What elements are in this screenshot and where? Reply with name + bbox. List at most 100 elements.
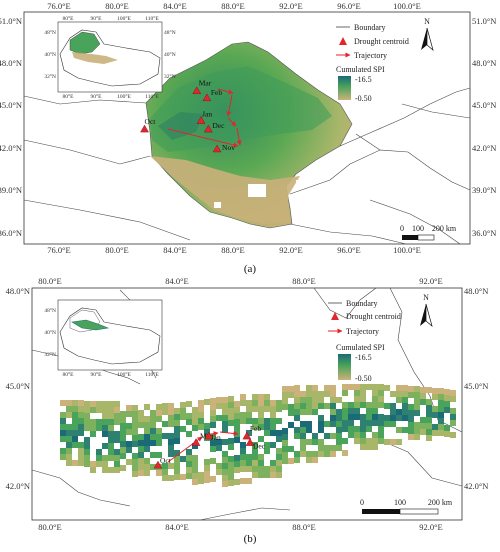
tick-label: 80.0°E <box>105 1 128 11</box>
panel-b-spi-band <box>60 384 456 487</box>
panel-a-nodata-1 <box>248 184 266 197</box>
centroid-label: Mar <box>199 79 212 88</box>
tick-label: 84.0°E <box>165 522 188 532</box>
centroid-label: Oct <box>160 456 172 465</box>
centroid-swatch <box>339 37 347 45</box>
inset-tick: 100°E <box>117 15 131 22</box>
tick-label: 96.0°E <box>337 1 360 11</box>
panel-a-boundaries <box>23 87 471 245</box>
drought-centroid-marker <box>204 124 213 133</box>
tick-label: 76.0°E <box>47 1 70 11</box>
legend-boundary-label: Boundary <box>346 299 378 308</box>
panel-b-right-ticks: 48.0°N 45.0°N 42.0°N <box>464 286 488 491</box>
tick-label: 84.0°E <box>163 1 186 11</box>
drought-centroid-marker <box>196 116 206 124</box>
panel-a-trajectory <box>167 88 242 148</box>
drought-centroid-marker <box>140 124 149 133</box>
inset-tick: 40°N <box>164 51 176 58</box>
tick-label: 92.0°E <box>419 522 442 532</box>
panel-a-scale-bar: 0 100 200 km <box>400 224 457 241</box>
inset-tick: 48°N <box>44 307 56 314</box>
inset-tick: 90°E <box>90 371 102 378</box>
legend-centroid-label: Drought centroid <box>346 312 401 321</box>
tick-label: 45.0°N <box>464 381 488 391</box>
centroid-label: Dec <box>212 121 225 130</box>
tick-label: 51.0°N <box>472 16 496 26</box>
tick-label: 80.0°E <box>105 245 128 255</box>
tick-label: 42.0°N <box>6 481 30 491</box>
inset-tick: 32°N <box>44 73 56 80</box>
panel-a-nodata-3 <box>214 202 221 208</box>
tick-label: 100.0°E <box>393 245 421 255</box>
tick-label: 48.0°N <box>472 58 496 68</box>
centroid-label: Feb <box>211 88 223 97</box>
tick-label: 45.0°N <box>6 381 30 391</box>
panel-b-caption: (b) <box>244 533 257 545</box>
tick-label: 96.0°E <box>337 245 360 255</box>
tick-label: 51.0°N <box>0 16 22 26</box>
tick-label: 45.0°N <box>0 100 22 110</box>
inset-tick: 80°E <box>62 93 74 100</box>
panel-b-top-ticks: 80.0°E 84.0°E 88.0°E 92.0°E <box>38 276 442 286</box>
panel-a-right-ticks: 51.0°N 48.0°N 45.0°N 42.0°N 39.0°N 36.0°… <box>472 16 496 238</box>
tick-label: 80.0°E <box>38 522 61 532</box>
drought-centroid-marker <box>245 438 255 446</box>
colorbar-max-label: -16.5 <box>355 353 372 362</box>
centroid-label: Jan <box>211 433 221 442</box>
inset-tick: 48°N <box>44 29 56 36</box>
north-label: N <box>424 17 430 26</box>
tick-label: 92.0°E <box>279 245 302 255</box>
panel-a-caption: (a) <box>244 263 257 275</box>
centroid-label: Feb <box>250 424 262 433</box>
inset-tick: 40°N <box>44 51 56 58</box>
panel-b-north-arrow-icon: N <box>420 293 433 327</box>
tick-label: 42.0°N <box>0 143 22 153</box>
panel-a-darkest-area <box>158 112 204 140</box>
tick-label: 36.0°N <box>0 228 22 238</box>
scale-label: 100 <box>394 498 406 507</box>
inset-tick: 48°N <box>164 29 176 36</box>
colorbar <box>338 76 351 100</box>
panel-a-bottom-ticks: 76.0°E 80.0°E 84.0°E 88.0°E 92.0°E 96.0°… <box>47 245 421 255</box>
tick-label: 42.0°N <box>472 143 496 153</box>
tick-label: 92.0°E <box>419 276 442 286</box>
drought-centroid-marker <box>202 93 212 102</box>
panel-b-scale-bar: 0 100 200 km <box>360 498 453 515</box>
centroid-label: Nov <box>222 143 235 152</box>
panel-a-top-ticks: 76.0°E 80.0°E 84.0°E 88.0°E 92.0°E 96.0°… <box>47 1 421 11</box>
tick-label: 88.0°E <box>221 245 244 255</box>
panel-a-low-spi-area <box>150 156 300 224</box>
tick-label: 48.0°N <box>6 286 30 296</box>
tick-label: 48.0°N <box>464 286 488 296</box>
inset-tick: 90°E <box>90 15 102 22</box>
tick-label: 88.0°E <box>292 522 315 532</box>
scale-label: 0 <box>400 224 404 233</box>
legend-boundary-label: Boundary <box>354 23 386 32</box>
scale-label: 0 <box>360 498 364 507</box>
tick-label: 39.0°N <box>472 185 496 195</box>
tick-label: 36.0°N <box>472 228 496 238</box>
tick-label: 76.0°E <box>47 245 70 255</box>
scale-label: 100 <box>412 224 424 233</box>
panel-a-nodata-2 <box>296 180 322 190</box>
tick-label: 80.0°E <box>38 276 61 286</box>
tick-label: 39.0°N <box>0 185 22 195</box>
tick-label: 84.0°E <box>163 245 186 255</box>
inset-tick: 32°N <box>164 73 176 80</box>
scale-label: 200 km <box>432 224 457 233</box>
panel-a-left-ticks: 51.0°N 48.0°N 45.0°N 42.0°N 39.0°N 36.0°… <box>0 16 22 238</box>
panel-b-legend: Boundary Drought centroid Trajectory Cum… <box>328 299 401 383</box>
drought-centroid-marker <box>153 460 163 469</box>
inset-tick: 80°E <box>62 15 74 22</box>
legend-trajectory-label: Trajectory <box>346 327 379 336</box>
colorbar-min-label: -0.50 <box>355 94 372 103</box>
panel-a-legend: Boundary Drought centroid Trajectory Cum… <box>336 23 409 103</box>
tick-label: 100.0°E <box>393 1 421 11</box>
inset-region <box>69 31 101 55</box>
inset-tick: 110°E <box>145 15 159 22</box>
panel-b-left-ticks: 48.0°N 45.0°N 42.0°N <box>6 286 30 491</box>
inset-tick: 32°N <box>44 351 56 358</box>
tick-label: 88.0°E <box>292 276 315 286</box>
